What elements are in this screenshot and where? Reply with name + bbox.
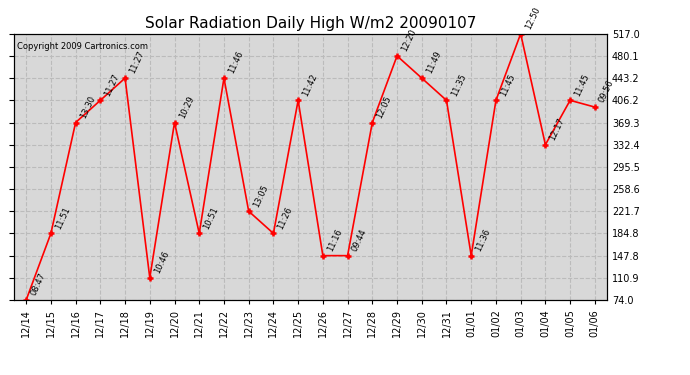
- Text: 10:46: 10:46: [152, 250, 171, 275]
- Text: 11:51: 11:51: [54, 205, 72, 231]
- Text: 12:50: 12:50: [524, 6, 542, 31]
- Text: 08:47: 08:47: [29, 272, 47, 297]
- Text: 11:46: 11:46: [227, 50, 245, 75]
- Text: 09:44: 09:44: [351, 228, 368, 253]
- Text: 11:27: 11:27: [103, 72, 121, 98]
- Text: 12:20: 12:20: [400, 28, 418, 53]
- Text: 10:29: 10:29: [177, 94, 195, 120]
- Text: 11:49: 11:49: [424, 50, 443, 75]
- Text: 13:30: 13:30: [79, 94, 97, 120]
- Text: 13:05: 13:05: [251, 183, 270, 209]
- Title: Solar Radiation Daily High W/m2 20090107: Solar Radiation Daily High W/m2 20090107: [145, 16, 476, 31]
- Text: 12:05: 12:05: [375, 94, 393, 120]
- Text: 11:35: 11:35: [449, 72, 468, 98]
- Text: 11:45: 11:45: [499, 72, 517, 98]
- Text: Copyright 2009 Cartronics.com: Copyright 2009 Cartronics.com: [17, 42, 148, 51]
- Text: 09:56: 09:56: [598, 79, 616, 104]
- Text: 11:16: 11:16: [326, 227, 344, 253]
- Text: 12:17: 12:17: [548, 117, 566, 142]
- Text: 11:42: 11:42: [301, 72, 319, 98]
- Text: 11:26: 11:26: [276, 205, 295, 231]
- Text: 11:45: 11:45: [573, 72, 591, 98]
- Text: 11:27: 11:27: [128, 50, 146, 75]
- Text: 10:51: 10:51: [202, 205, 220, 231]
- Text: 11:36: 11:36: [474, 227, 492, 253]
